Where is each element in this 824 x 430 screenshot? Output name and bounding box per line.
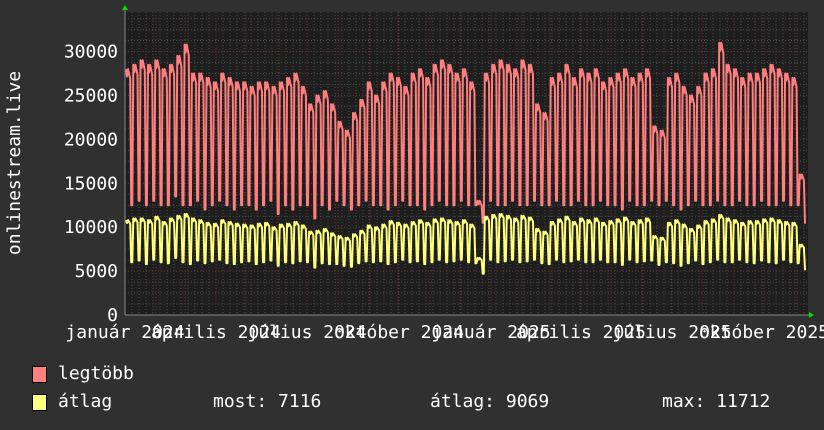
stat-maximum: max: 11712 xyxy=(662,391,771,412)
x-axis-arrow-icon xyxy=(809,312,814,318)
legend-swatch-max xyxy=(32,366,47,383)
y-tick-label: 10000 xyxy=(64,217,118,238)
y-axis-label: onlinestream.live xyxy=(4,71,25,255)
series-line-max xyxy=(125,41,806,224)
legend-swatch-avg xyxy=(32,394,47,411)
legend-label-max: legtöbb xyxy=(58,363,134,384)
x-tick-label: július 2024 xyxy=(247,322,366,343)
y-tick-label: 20000 xyxy=(64,129,118,150)
legend-label-avg: átlag xyxy=(58,391,113,412)
y-tick-label: 5000 xyxy=(75,261,118,282)
y-tick-label: 0 xyxy=(107,305,118,326)
y-tick-label: 30000 xyxy=(64,42,118,63)
y-axis-arrow-icon xyxy=(122,5,128,10)
x-tick-label: január 2024 xyxy=(65,322,184,343)
x-tick-label: április 2024 xyxy=(151,322,281,343)
x-tick-label: január 2025 xyxy=(431,322,550,343)
legend-item-avg: átlag most: 7116 átlag: 9069 max: 11712 xyxy=(0,391,824,413)
y-tick-label: 15000 xyxy=(64,173,118,194)
series-line-avg xyxy=(125,213,806,275)
y-tick-label: 25000 xyxy=(64,85,118,106)
x-tick-label: október 2024 xyxy=(334,322,464,343)
x-tick-label: július 2025 xyxy=(612,322,731,343)
stat-current: most: 7116 xyxy=(213,391,322,412)
stat-average: átlag: 9069 xyxy=(430,391,550,412)
legend-item-max: legtöbb xyxy=(0,363,824,385)
chart-canvas: 0 5000 10000 15000 20000 25000 30000 január 202… xyxy=(4,5,824,343)
x-tick-label: október 2025 xyxy=(699,322,824,343)
x-tick-label: április 2025 xyxy=(516,322,646,343)
